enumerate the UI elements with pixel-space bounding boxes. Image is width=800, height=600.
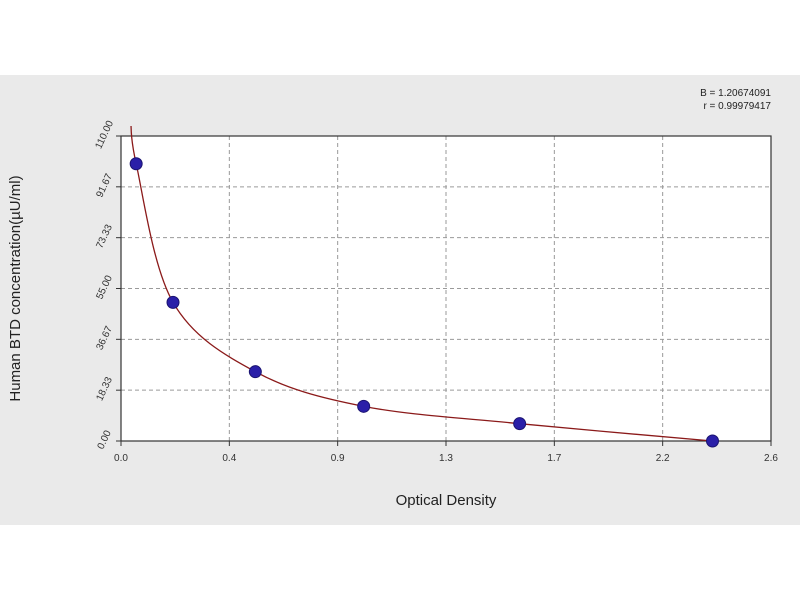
y-tick-label: 36.67	[94, 324, 115, 352]
y-tick-label: 55.00	[94, 273, 115, 301]
data-point	[357, 399, 371, 413]
fit-parameter: B = 1.20674091	[700, 88, 771, 99]
x-tick-label: 1.7	[547, 453, 561, 464]
x-tick-label: 2.2	[656, 453, 670, 464]
y-tick-label: 110.00	[93, 119, 116, 151]
x-tick-label: 0.4	[222, 453, 236, 464]
data-point	[248, 365, 262, 379]
fit-parameter: r = 0.99979417	[703, 101, 771, 112]
y-tick-label: 0.00	[96, 428, 114, 451]
x-tick-label: 1.3	[439, 453, 453, 464]
x-tick-label: 0.0	[114, 453, 128, 464]
y-tick-label: 73.33	[94, 223, 115, 251]
plot-area: 0.0 0.4 0.9 1.3 1.7 2.2 2.6 0.00 18.33 36.67 55.00…	[7, 88, 778, 509]
fit-curve	[130, 126, 713, 441]
x-tick-label: 2.6	[764, 453, 778, 464]
y-axis-title: Human BTD concentration(µU/ml)	[7, 175, 24, 401]
data-point	[129, 157, 143, 171]
y-tick-label: 18.33	[94, 375, 115, 403]
data-point	[706, 434, 719, 448]
data-point	[166, 295, 180, 309]
y-tick-label: 91.67	[94, 172, 115, 200]
data-point	[513, 417, 527, 431]
x-tick-label: 0.9	[331, 453, 345, 464]
x-axis-title: Optical Density	[396, 492, 497, 509]
